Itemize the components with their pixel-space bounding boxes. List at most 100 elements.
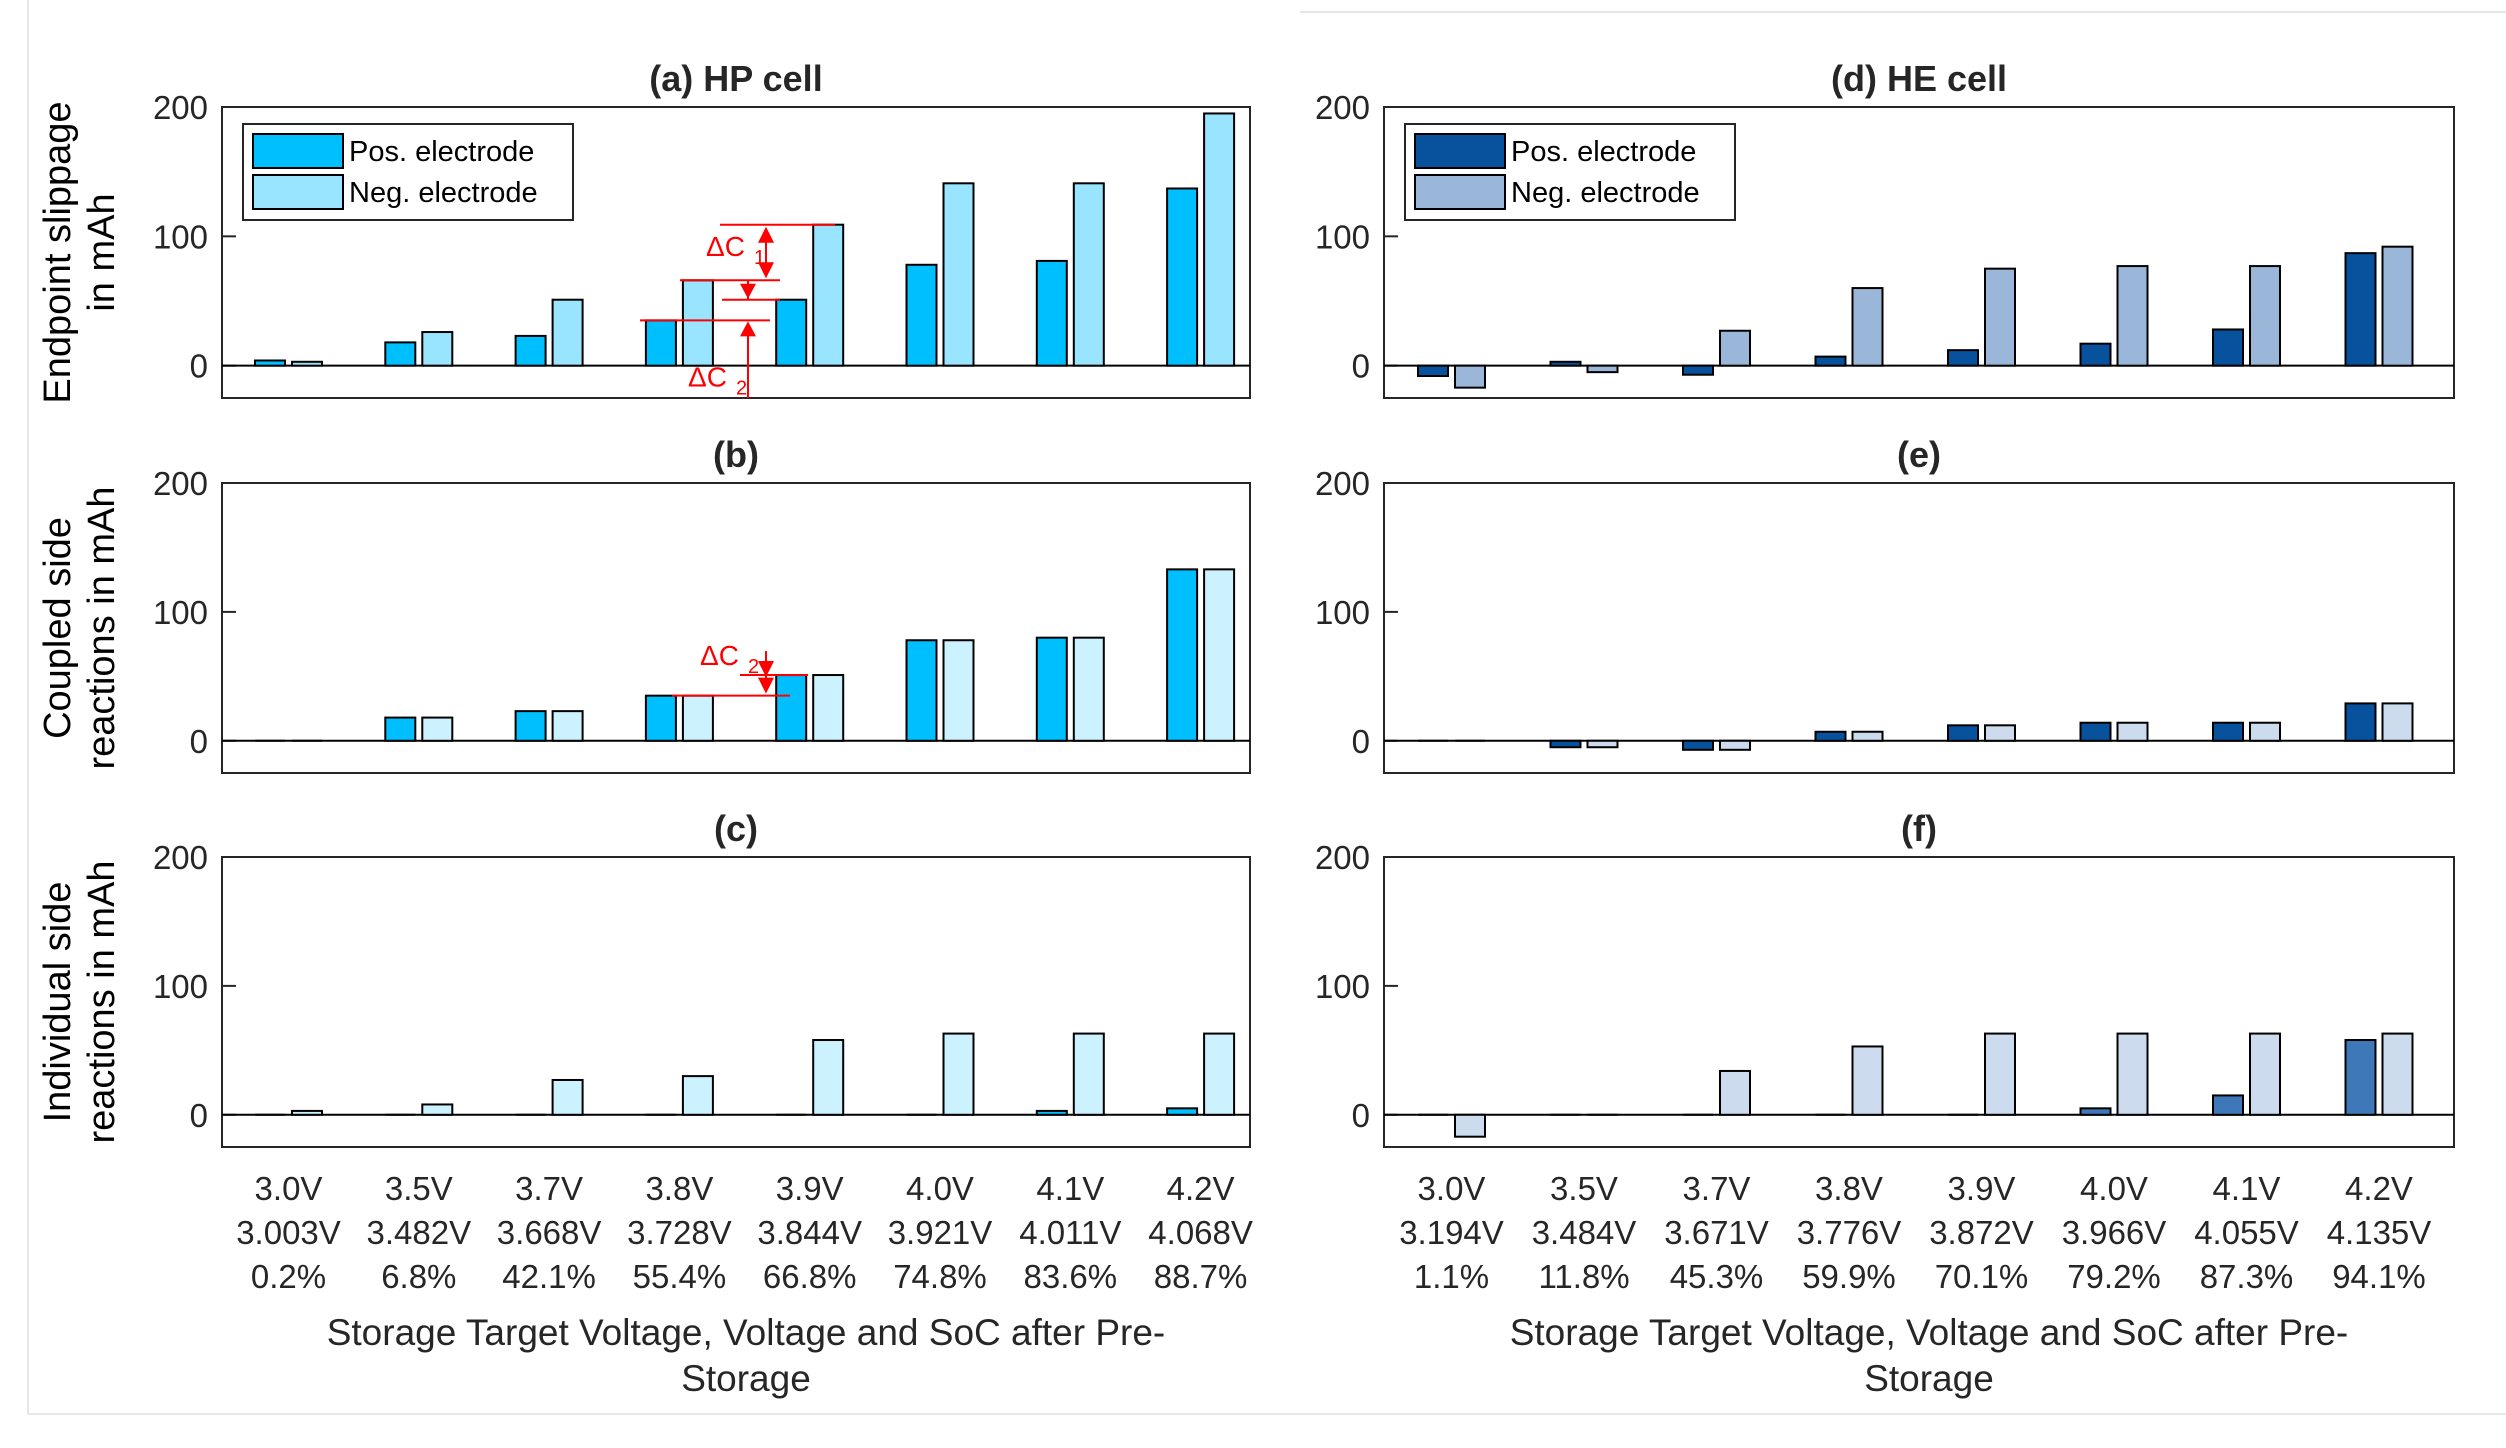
panel-b-title: (b)	[713, 434, 759, 475]
xtick-he-2-7: 94.1%	[2332, 1258, 2426, 1295]
panel-f-bar-neg-4.1V	[2249, 1032, 2281, 1116]
panel-a-bar-pos-3.8V	[644, 319, 677, 367]
panel-e-bar-neg-3.9V	[1984, 724, 2016, 742]
xtick-he-1-5: 3.966V	[2062, 1214, 2167, 1251]
xtick-hp-2-2: 42.1%	[502, 1258, 596, 1295]
row-ylabel-0-1: in mAh	[81, 193, 123, 311]
panel-a-legend-label-1: Neg. electrode	[349, 177, 538, 209]
panel-a-annotation-0-label: ΔC	[706, 231, 745, 262]
panel-c-bar-neg-4.2V	[1203, 1032, 1236, 1116]
panel-f-bar-pos-4.1V	[2212, 1094, 2244, 1116]
panel-e-bar-neg-4.1V	[2249, 721, 2281, 742]
panel-b-ytick-label-200: 200	[153, 465, 208, 502]
panel-a-bar-pos-4.0V	[905, 263, 938, 367]
panel-a-annotation-0-label-sub: 1	[754, 247, 765, 269]
xtick-hp-1-7: 4.068V	[1148, 1214, 1253, 1251]
panel-b-bar-pos-3.9V	[775, 674, 808, 742]
xtick-hp-0-5: 4.0V	[906, 1170, 974, 1207]
panel-b-bar-pos-3.8V	[644, 694, 677, 742]
panel-b-bar-neg-4.0V	[942, 639, 975, 742]
panel-b-bar-pos-4.2V	[1166, 568, 1199, 742]
xtick-he-0-3: 3.8V	[1815, 1170, 1883, 1207]
panel-a-bar-neg-3.0V	[291, 360, 323, 367]
panel-c-bar-neg-4.0V	[942, 1032, 975, 1116]
panel-f-bar-neg-3.7V	[1719, 1069, 1751, 1116]
panel-c-ytick-label-200: 200	[153, 839, 208, 876]
panel-c-bar-neg-3.0V	[291, 1109, 323, 1116]
panel-d-bar-pos-3.8V	[1814, 355, 1847, 367]
xaxis-label-he-1: Storage	[1864, 1358, 1994, 1399]
panel-f-bar-pos-4.2V	[2344, 1039, 2377, 1116]
panel-a-bar-pos-4.1V	[1035, 259, 1068, 367]
panel-d-ytick-label-200: 200	[1315, 89, 1370, 126]
panel-f-bar-neg-4.0V	[2116, 1032, 2149, 1116]
xtick-he-2-5: 79.2%	[2067, 1258, 2161, 1295]
xtick-he-1-4: 3.872V	[1929, 1214, 2034, 1251]
panel-a-bar-neg-3.8V	[681, 279, 714, 367]
panel-b-annotation-0-label-sub: 2	[748, 656, 759, 678]
xtick-hp-1-2: 3.668V	[497, 1214, 602, 1251]
panel-b-bar-neg-3.5V	[421, 716, 454, 742]
xtick-hp-1-5: 3.921V	[888, 1214, 993, 1251]
xtick-hp-0-2: 3.7V	[515, 1170, 583, 1207]
plots-group: (a) HP cell 0 100 200 Pos. electrode Neg. ele…	[37, 58, 2455, 1399]
panel-c-bar-neg-3.9V	[812, 1039, 845, 1116]
xtick-hp-2-1: 6.8%	[381, 1258, 456, 1295]
panel-b-bar-neg-4.1V	[1072, 636, 1105, 742]
xtick-hp-2-5: 74.8%	[893, 1258, 987, 1295]
xaxis-label-hp-0: Storage Target Voltage, Voltage and SoC …	[327, 1312, 1166, 1353]
panel-b-bar-pos-4.1V	[1035, 636, 1068, 742]
panel-c-ytick-label-100: 100	[153, 968, 208, 1005]
panel-a-bar-neg-4.2V	[1203, 112, 1236, 367]
panel-a-bar-neg-4.0V	[942, 182, 975, 367]
panel-e-bar-neg-4.0V	[2116, 721, 2149, 742]
panel-a-ytick-label-100: 100	[153, 218, 208, 255]
panel-f-bar-neg-3.8V	[1851, 1045, 1884, 1116]
panel-d-bar-pos-4.2V	[2344, 252, 2377, 367]
panel-e-ytick-label-100: 100	[1315, 594, 1370, 631]
xtick-hp-1-6: 4.011V	[1019, 1214, 1121, 1251]
xtick-he-1-6: 4.055V	[2194, 1214, 2299, 1251]
panel-a-bar-pos-3.7V	[514, 334, 547, 367]
panel-b-bar-pos-3.5V	[384, 716, 417, 742]
xtick-hp-0-1: 3.5V	[385, 1170, 453, 1207]
panel-a-legend-label-0: Pos. electrode	[349, 136, 534, 168]
panel-d-bar-neg-3.8V	[1851, 287, 1884, 367]
xaxis-label-he-0: Storage Target Voltage, Voltage and SoC …	[1510, 1312, 2349, 1353]
panel-d-bar-neg-3.5V	[1586, 364, 1619, 374]
xtick-he-1-1: 3.484V	[1532, 1214, 1637, 1251]
xtick-he-0-5: 4.0V	[2080, 1170, 2148, 1207]
panel-a-title: (a) HP cell	[649, 58, 822, 99]
panel-a-bar-neg-3.5V	[421, 331, 454, 367]
panel-a-bar-pos-3.9V	[775, 298, 808, 367]
row-ylabel-0-0: Endpoint slippage	[37, 101, 79, 403]
panel-f-ytick-label-200: 200	[1315, 839, 1370, 876]
panel-d-ytick-label-0: 0	[1352, 348, 1370, 385]
panel-d-bar-neg-4.1V	[2249, 265, 2281, 367]
panel-e-ytick-label-0: 0	[1352, 723, 1370, 760]
panel-a-bar-pos-3.5V	[384, 341, 417, 367]
panel-c-bar-pos-4.1V	[1035, 1109, 1068, 1116]
xtick-hp-2-4: 66.8%	[763, 1258, 857, 1295]
panel-b-bar-pos-3.7V	[514, 710, 547, 742]
panel-b-annotation-0-arrowhead-bottom	[758, 677, 774, 694]
xtick-he-0-0: 3.0V	[1418, 1170, 1486, 1207]
xtick-he-1-2: 3.671V	[1664, 1214, 1769, 1251]
panel-f-title: (f)	[1901, 808, 1937, 849]
xtick-hp-2-0: 0.2%	[251, 1258, 326, 1295]
panel-c-bar-neg-3.5V	[421, 1103, 454, 1116]
xtick-hp-1-0: 3.003V	[236, 1214, 341, 1251]
panel-a-legend-swatch-0	[252, 133, 344, 169]
panel-a-legend-swatch-1	[252, 174, 344, 210]
panel-e-bar-neg-3.7V	[1719, 739, 1751, 751]
panel-f-bar-neg-3.9V	[1984, 1032, 2016, 1116]
panel-c-bar-neg-3.7V	[551, 1078, 584, 1116]
row-ylabel-1-0: Coupled side	[37, 517, 79, 739]
xtick-he-2-4: 70.1%	[1935, 1258, 2029, 1295]
panel-e-bar-pos-4.1V	[2212, 721, 2244, 742]
panel-e-axes	[1383, 482, 2455, 774]
xtick-he-2-3: 59.9%	[1802, 1258, 1896, 1295]
panel-c-bar-neg-3.8V	[681, 1075, 714, 1116]
xtick-hp-0-3: 3.8V	[645, 1170, 713, 1207]
